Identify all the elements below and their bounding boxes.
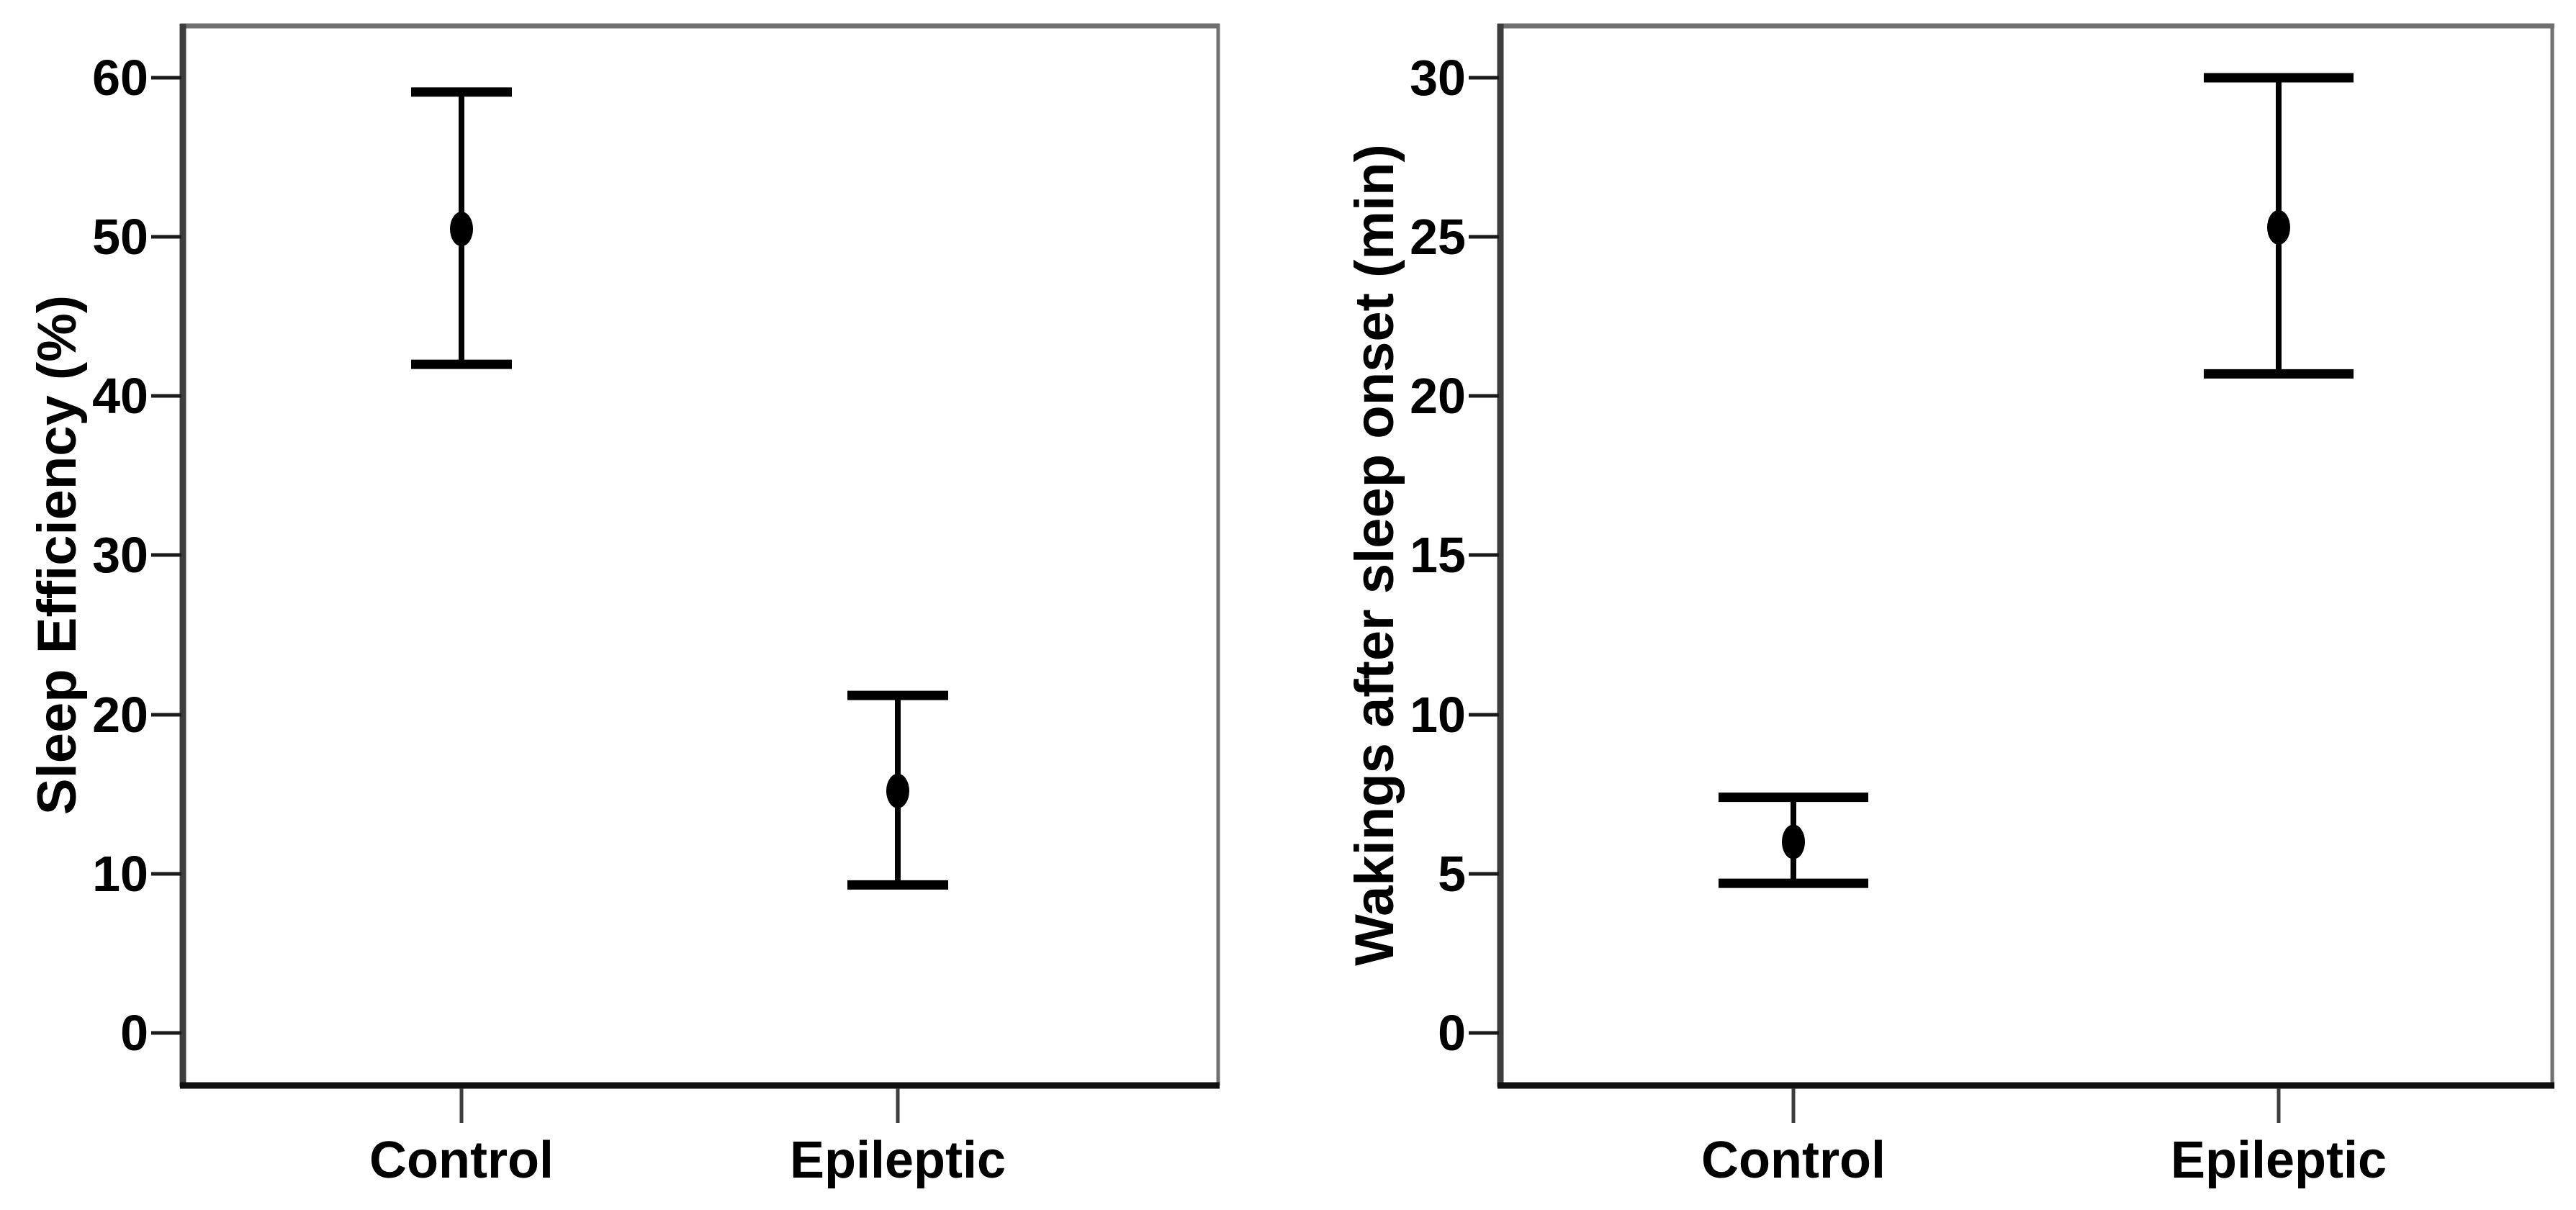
- right-category-label-control: Control: [1701, 1132, 1886, 1189]
- left-category-label-epileptic: Epileptic: [790, 1132, 1006, 1189]
- error-bars-layer: [411, 73, 2354, 890]
- mean-point-marker: [886, 773, 909, 808]
- right-y-axis-title: Wakings after sleep onset (min): [1344, 144, 1405, 966]
- right-chart-x-ticks: [1791, 1088, 2281, 1123]
- errorbar-left-control: [411, 87, 512, 369]
- errorbar-left-epileptic: [847, 690, 948, 890]
- left-ytick-50: 50: [92, 209, 148, 265]
- errorbar-right-control: [1719, 793, 1868, 888]
- left-chart-panel: 0 10 20 30 40 50 60 Control Epileptic Sl…: [27, 23, 1220, 1189]
- right-chart-panel: 0 5 10 15 20 25 30 Control Epileptic Wak…: [1344, 23, 2554, 1189]
- right-ytick-0: 0: [1438, 1005, 1466, 1061]
- left-chart-y-ticks: [151, 76, 181, 1035]
- left-ytick-60: 60: [92, 50, 148, 106]
- left-y-axis-title: Sleep Efficiency (%): [27, 295, 88, 815]
- right-ytick-25: 25: [1410, 209, 1466, 265]
- right-ytick-10: 10: [1410, 687, 1466, 743]
- left-ytick-40: 40: [92, 368, 148, 424]
- left-ytick-20: 20: [92, 687, 148, 743]
- mean-point-marker: [1782, 824, 1805, 859]
- left-ytick-10: 10: [92, 846, 148, 902]
- left-category-label-control: Control: [369, 1132, 554, 1189]
- right-ytick-20: 20: [1410, 368, 1466, 424]
- mean-point-marker: [450, 212, 473, 247]
- right-ytick-5: 5: [1438, 846, 1466, 902]
- right-ytick-30: 30: [1410, 50, 1466, 106]
- left-chart-x-ticks: [459, 1088, 900, 1123]
- errorbar-right-epileptic: [2204, 73, 2354, 379]
- left-ytick-0: 0: [120, 1005, 148, 1061]
- right-chart-y-ticks: [1469, 76, 1499, 1035]
- left-ytick-30: 30: [92, 527, 148, 583]
- right-ytick-15: 15: [1410, 527, 1466, 583]
- right-category-label-epileptic: Epileptic: [2171, 1132, 2387, 1189]
- mean-point-marker: [2267, 209, 2290, 245]
